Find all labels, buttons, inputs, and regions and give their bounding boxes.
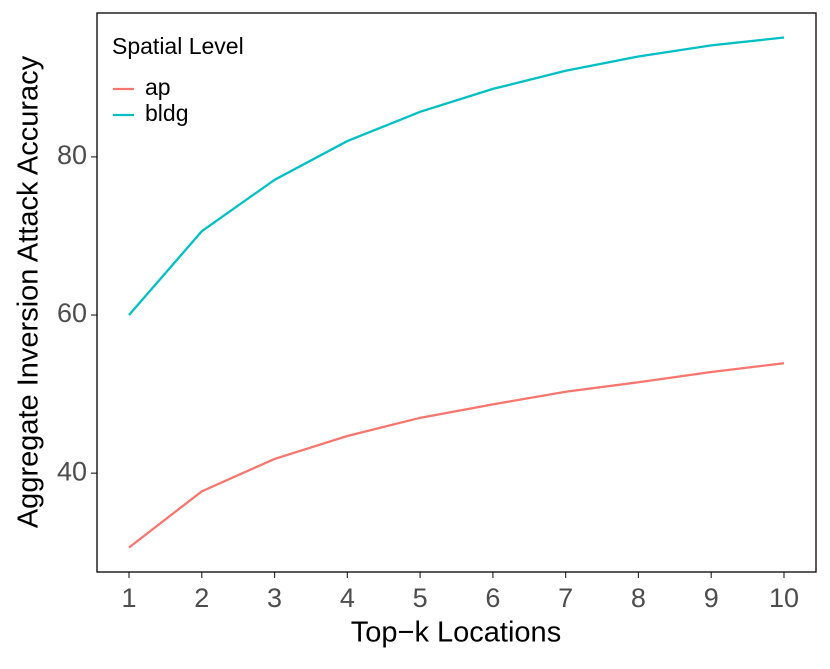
x-tick-label: 5 (413, 583, 428, 613)
legend-label: ap (145, 74, 171, 100)
legend-label: bldg (145, 100, 188, 126)
x-tick-label: 3 (267, 583, 282, 613)
y-tick-label: 80 (57, 140, 87, 170)
y-axis-title: Aggregate Inversion Attack Accuracy (13, 55, 45, 528)
x-tick-label: 4 (340, 583, 355, 613)
legend-title: Spatial Level (112, 33, 244, 59)
x-axis-title: Top−k Locations (351, 617, 561, 649)
x-tick-label: 1 (122, 583, 137, 613)
x-tick-label: 2 (194, 583, 209, 613)
panel-border (96, 12, 817, 573)
y-tick-label: 40 (57, 456, 87, 486)
data-line (128, 362, 785, 549)
y-tick-label: 60 (57, 298, 87, 328)
x-tick-label: 9 (704, 583, 719, 613)
x-tick-label: 10 (769, 583, 799, 613)
x-tick-label: 8 (631, 583, 646, 613)
x-tick-label: 6 (485, 583, 500, 613)
x-tick-label: 7 (558, 583, 573, 613)
data-line (128, 36, 785, 316)
